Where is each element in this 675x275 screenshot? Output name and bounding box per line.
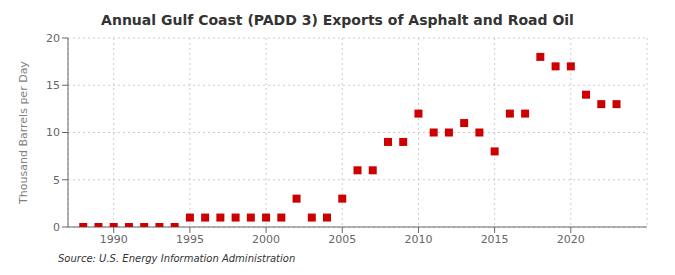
- html-text:Annual Gulf Coast (PADD 3) Exp: Annual Gulf Coast (PADD 3) Exports of As…: [101, 12, 574, 28]
- svg-text:0: 0: [53, 221, 60, 234]
- svg-text:15: 15: [46, 79, 60, 92]
- html-text:Source: U.S. Energy Informatio: Source: U.S. Energy Information Administ…: [58, 253, 296, 264]
- svg-text:2015: 2015: [481, 233, 509, 246]
- svg-text:2000: 2000: [252, 233, 280, 246]
- svg-text:Thousand Barrels per Day: Thousand Barrels per Day: [17, 61, 30, 205]
- svg-text:10: 10: [46, 126, 60, 139]
- svg-text:20: 20: [46, 32, 60, 45]
- svg-text:1995: 1995: [176, 233, 204, 246]
- svg-text:2020: 2020: [557, 233, 585, 246]
- svg-text:2010: 2010: [404, 233, 432, 246]
- svg-text:5: 5: [53, 174, 60, 187]
- svg-text:1990: 1990: [100, 233, 128, 246]
- svg-text:2005: 2005: [328, 233, 356, 246]
